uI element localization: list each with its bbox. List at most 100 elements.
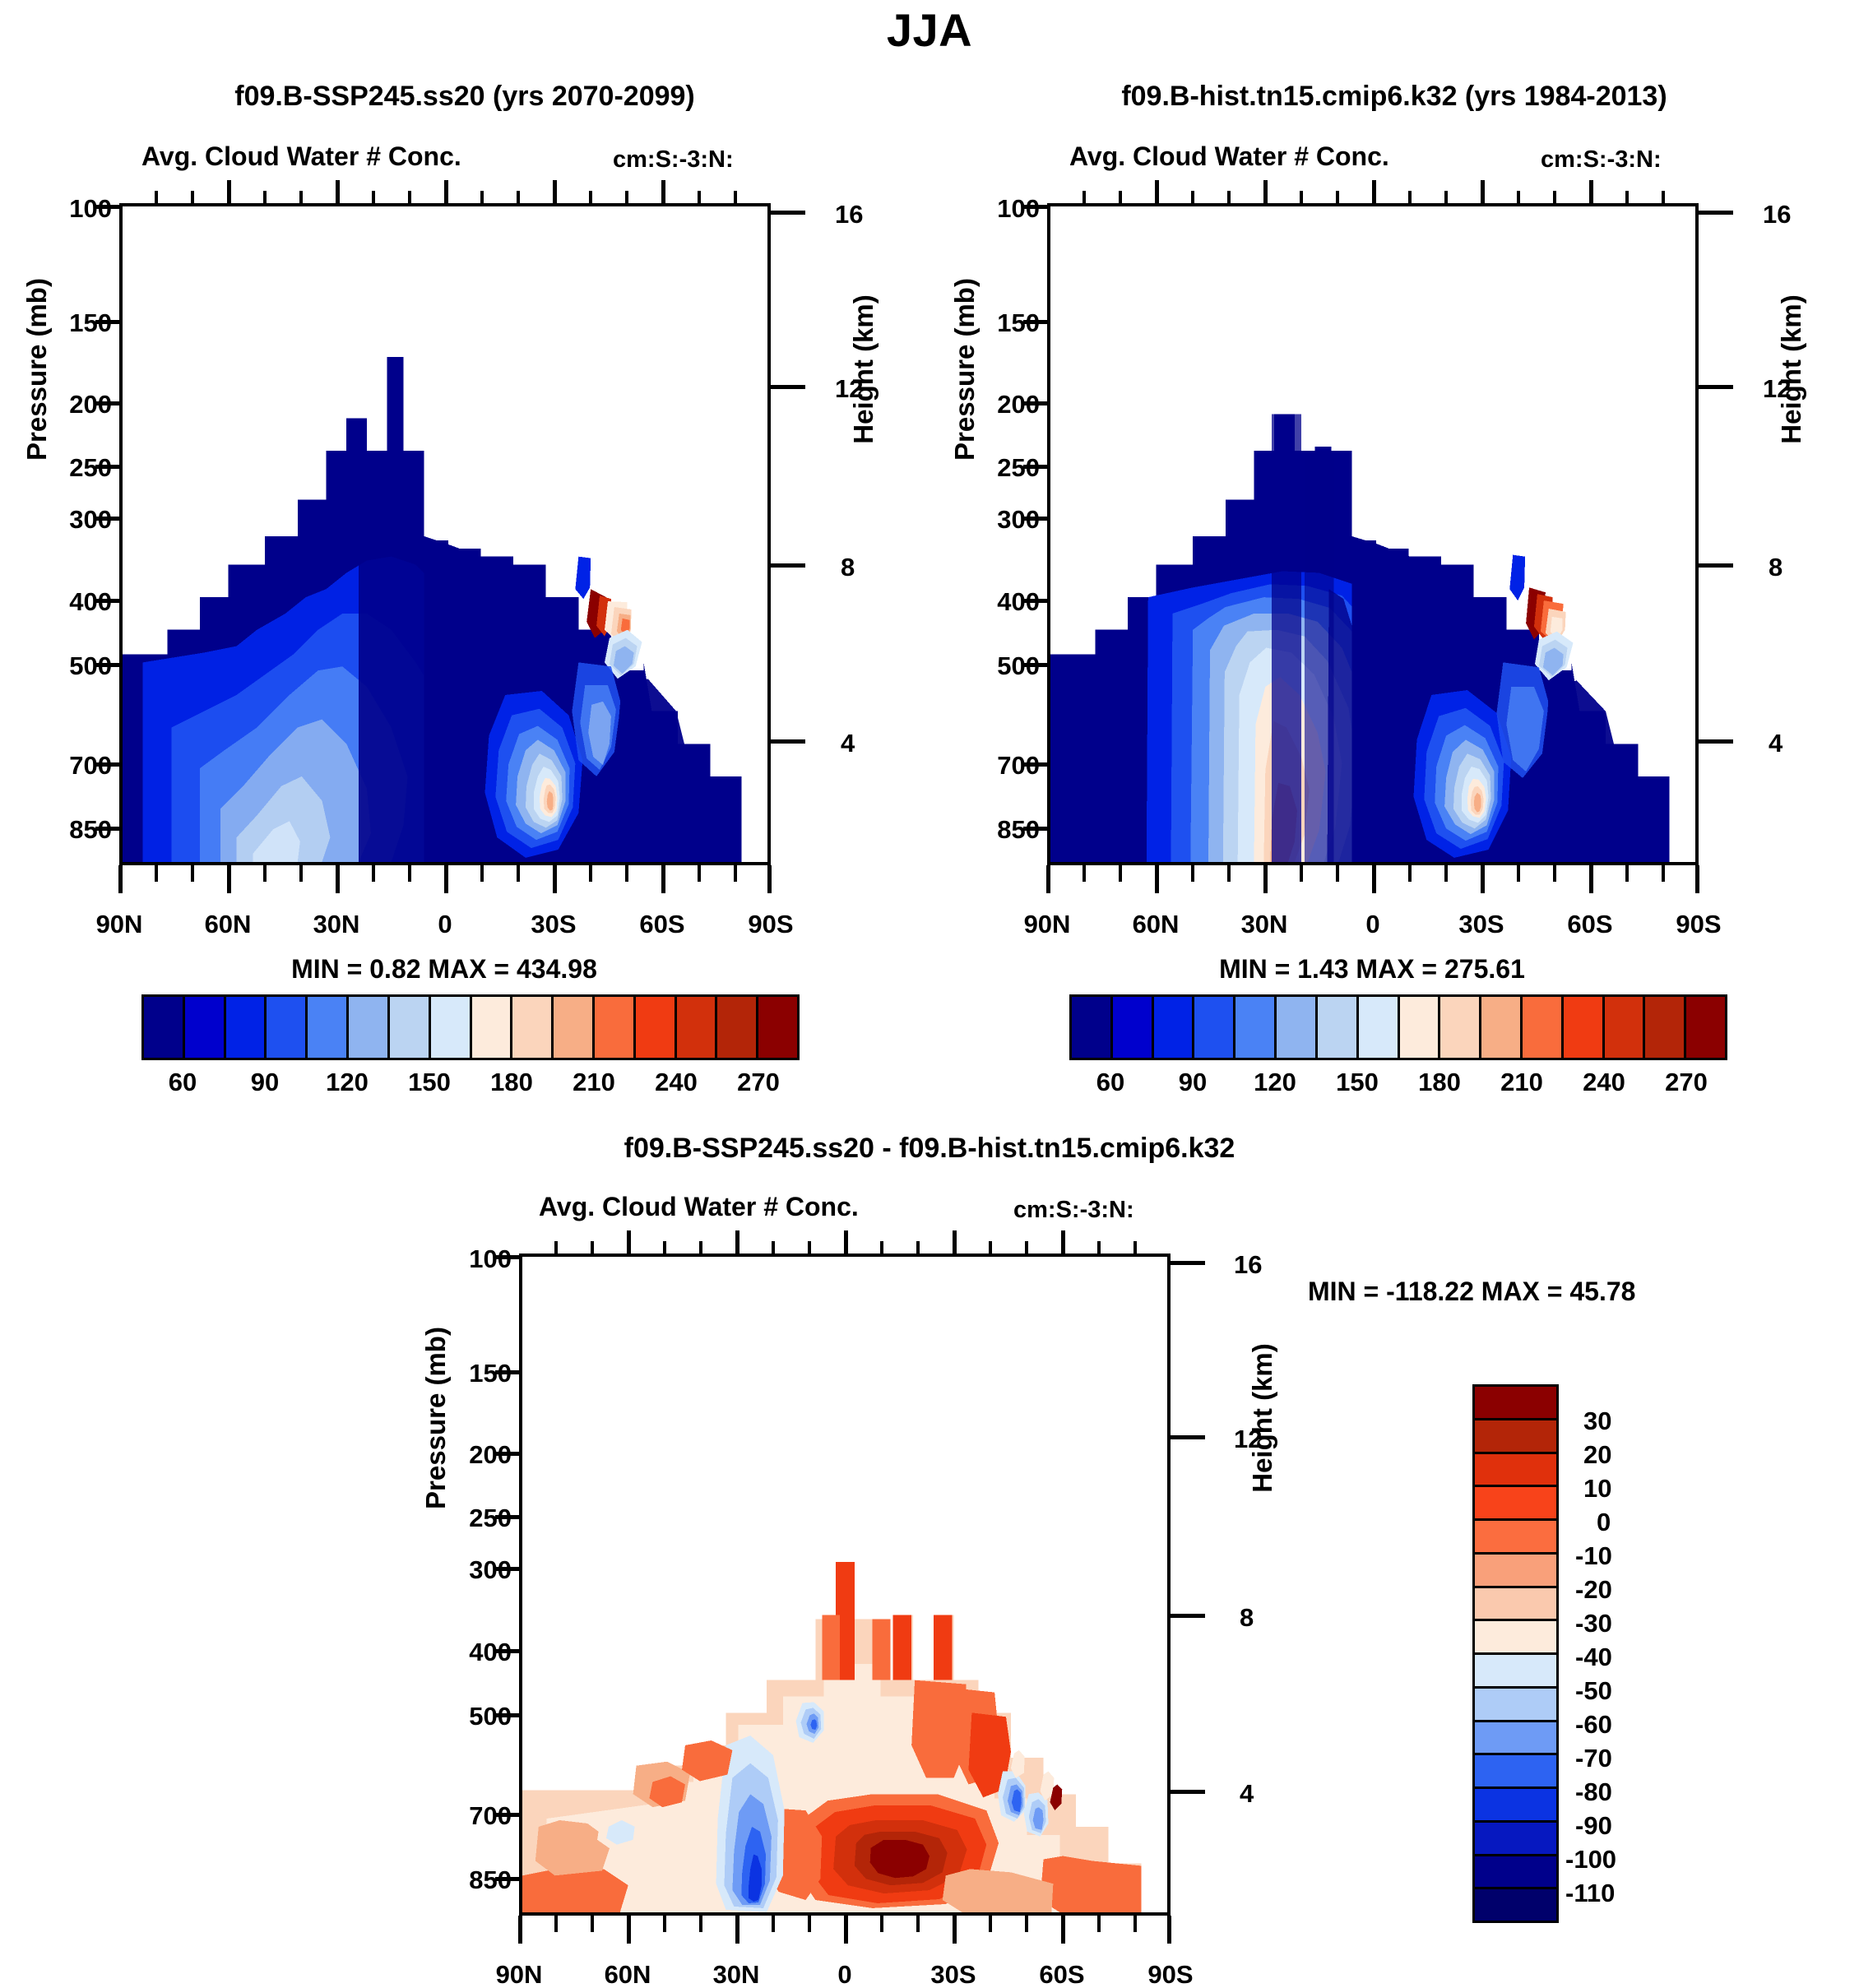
colorbar-tick-label: 210: [573, 1068, 615, 1096]
y-tick-mark: [95, 205, 119, 209]
colorbar-swatch: [1475, 1420, 1556, 1454]
y-tick-mark: [495, 1713, 519, 1717]
x-minor-tick-mark: [772, 1916, 775, 1932]
x-tick-mark: [735, 1916, 739, 1944]
x-top-tick-mark: [444, 180, 448, 206]
colorbar-top-left[interactable]: [141, 994, 800, 1060]
colorbar-top-right[interactable]: [1069, 994, 1727, 1060]
x-minor-tick-mark: [1444, 865, 1448, 882]
colorbar-tick-label: 150: [1336, 1068, 1379, 1096]
colorbar-swatch: [635, 997, 677, 1058]
colorbar-swatch: [1475, 1487, 1556, 1521]
colorbar-swatch: [308, 997, 350, 1058]
colorbar-swatch: [554, 997, 595, 1058]
x-top-tick-mark: [1662, 191, 1665, 206]
x-tick-label: 60N: [1132, 910, 1180, 938]
colorbar-swatch: [267, 997, 308, 1058]
colorbar-tick-label: 90: [1178, 1068, 1208, 1096]
x-minor-tick-mark: [1408, 865, 1412, 882]
colorbar-tick-label: 210: [1500, 1068, 1543, 1096]
panel-title-difference: f09.B-SSP245.ss20 - f09.B-hist.tn15.cmip…: [624, 1133, 1235, 1164]
colorbar-tick-label: -50: [1575, 1676, 1612, 1705]
colorbar-tick-label: -10: [1575, 1541, 1612, 1570]
x-top-tick-mark: [1300, 191, 1303, 206]
y-tick-mark: [1023, 663, 1047, 667]
y2-tick-label: 4: [1769, 729, 1783, 758]
y-tick-mark: [95, 517, 119, 521]
colorbar-swatch: [1475, 1587, 1556, 1622]
x-tick-label: 60S: [1039, 1960, 1085, 1988]
y-tick-mark: [95, 599, 119, 603]
colorbar-tick-label: 90: [250, 1068, 280, 1096]
x-top-tick-mark: [1025, 1241, 1028, 1257]
y-tick-mark: [95, 827, 119, 831]
colorbar-tick-label: -80: [1575, 1777, 1612, 1806]
x-tick-mark: [118, 865, 123, 893]
y2-tick-label: 12: [835, 374, 864, 403]
y-tick-mark: [1023, 827, 1047, 831]
x-minor-tick-mark: [589, 865, 592, 882]
colorbar-swatch: [1645, 997, 1687, 1058]
x-top-tick-mark: [880, 1241, 883, 1257]
x-top-tick-mark: [191, 191, 194, 206]
x-tick-label: 30S: [531, 910, 577, 938]
y-tick-mark: [1023, 599, 1047, 603]
y-tick-mark: [495, 1515, 519, 1519]
x-minor-tick-mark: [1097, 1916, 1101, 1932]
colorbar-swatch: [1522, 997, 1564, 1058]
x-tick-label: 60S: [639, 910, 685, 938]
x-top-tick-mark: [1336, 191, 1339, 206]
plot-area-top-left[interactable]: [119, 203, 771, 865]
x-tick-label: 90S: [1147, 1960, 1194, 1988]
x-minor-tick-mark: [480, 865, 484, 882]
y2-tick-mark: [771, 211, 805, 215]
colorbar-tick-label: 120: [326, 1068, 369, 1096]
x-minor-tick-mark: [1119, 865, 1122, 882]
colorbar-swatch: [1475, 1889, 1556, 1921]
x-top-tick-mark: [408, 191, 411, 206]
colorbar-swatch: [1686, 997, 1725, 1058]
plot-area-top-right[interactable]: [1047, 203, 1699, 865]
x-top-tick-mark: [1408, 191, 1412, 206]
colorbar-difference[interactable]: [1472, 1384, 1559, 1923]
colorbar-swatch: [349, 997, 390, 1058]
colorbar-tick-label: 240: [655, 1068, 698, 1096]
x-minor-tick-mark: [1625, 865, 1629, 882]
x-top-tick-mark: [627, 1230, 631, 1257]
min-max-label-difference: MIN = -118.22 MAX = 45.78: [1308, 1277, 1636, 1306]
colorbar-swatch: [1475, 1822, 1556, 1856]
x-tick-mark: [1046, 865, 1050, 893]
x-minor-tick-mark: [663, 1916, 666, 1932]
x-top-tick-mark: [517, 191, 520, 206]
x-tick-label: 90N: [1023, 910, 1071, 938]
y2-tick-mark: [771, 739, 805, 744]
y-tick-mark: [95, 465, 119, 469]
x-top-tick-mark: [591, 1241, 594, 1257]
colorbar-swatch: [389, 997, 431, 1058]
x-top-tick-mark: [155, 191, 158, 206]
x-top-tick-mark: [1133, 1241, 1137, 1257]
x-minor-tick-mark: [1336, 865, 1339, 882]
plot-area-difference[interactable]: [519, 1254, 1171, 1916]
x-top-tick-mark: [299, 191, 303, 206]
x-top-tick-mark: [1227, 191, 1231, 206]
colorbar-tick-label: -20: [1575, 1575, 1612, 1604]
x-top-tick-mark: [1155, 180, 1159, 206]
panel-subtitle-left-top-left: Avg. Cloud Water # Conc.: [141, 141, 461, 171]
x-tick-mark: [767, 865, 772, 893]
colorbar-tick-label: 240: [1583, 1068, 1625, 1096]
min-max-label-top-right: MIN = 1.43 MAX = 275.61: [1219, 954, 1525, 984]
colorbar-tick-label: -40: [1575, 1643, 1612, 1671]
colorbar-swatch: [1481, 997, 1523, 1058]
colorbar-swatch: [1440, 997, 1482, 1058]
x-top-tick-mark: [1589, 180, 1593, 206]
x-tick-mark: [336, 865, 340, 893]
colorbar-swatch: [594, 997, 636, 1058]
colorbar-tick-label: 20: [1583, 1440, 1612, 1469]
x-tick-label: 30N: [313, 910, 360, 938]
y2-tick-label: 12: [1763, 374, 1792, 403]
x-tick-label: 60N: [204, 910, 252, 938]
colorbar-swatch: [1194, 997, 1236, 1058]
colorbar-tick-label: -100: [1565, 1845, 1617, 1874]
colorbar-swatch: [1153, 997, 1195, 1058]
